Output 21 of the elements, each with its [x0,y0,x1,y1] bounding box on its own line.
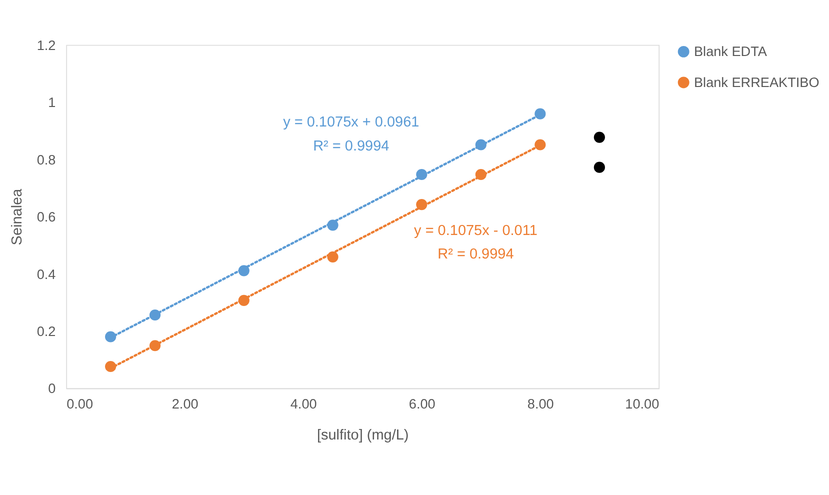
annotation: R² = 0.9994 [313,138,390,154]
y-tick-label: 0 [48,381,56,396]
y-tick-label: 1.2 [36,38,56,53]
annotation: y = 0.1075x + 0.0961 [283,114,420,131]
x-tick-label: 6.00 [408,396,436,412]
annotation: y = 0.1075x - 0.011 [414,222,538,239]
x-tick-label: 0.00 [66,396,94,412]
legend-label: Blank ERREAKTIBO [694,75,820,90]
x-tick-label: 10.00 [625,396,660,412]
legend-label: Blank EDTA [694,44,768,60]
x-axis-title: [sulfito] (mg/L) [316,427,409,444]
y-tick-label: 0.4 [36,266,56,282]
y-tick-label: 0.2 [36,324,56,340]
x-tick-label: 8.00 [527,396,554,412]
y-tick-label: 1 [48,95,56,110]
annotation: R² = 0.9994 [438,246,514,262]
y-tick-label: 0.8 [36,152,56,168]
y-axis-title: Seinalea [9,188,26,246]
x-tick-label: 4.00 [290,396,318,412]
y-tick-label: 0.6 [36,210,56,225]
x-tick-label: 2.00 [172,396,199,412]
